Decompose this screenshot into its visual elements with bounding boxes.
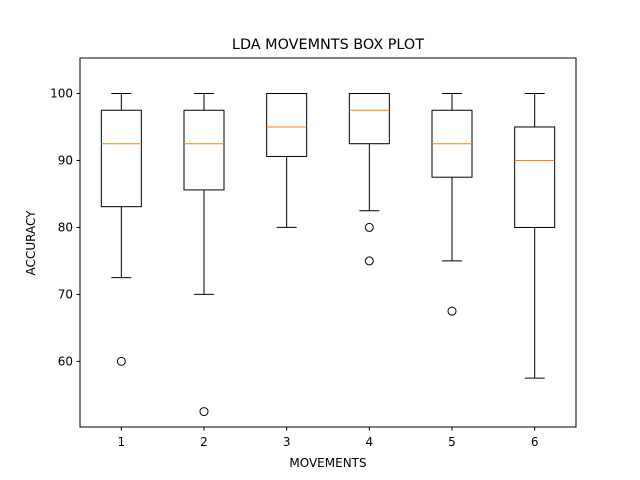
y-tick-label: 90 — [58, 153, 73, 167]
x-tick-label: 3 — [283, 435, 291, 449]
x-axis: 1 2 3 4 5 6 — [118, 427, 539, 449]
outlier-point — [364, 222, 374, 232]
y-axis: 60 70 80 90 100 — [50, 86, 80, 368]
x-tick-label: 4 — [366, 435, 374, 449]
plot-area — [79, 57, 577, 428]
box-group-2 — [183, 92, 225, 417]
box — [514, 126, 556, 228]
y-tick-label: 60 — [58, 354, 73, 368]
box-group-3 — [266, 92, 308, 228]
chart-title: LDA MOVEMNTS BOX PLOT — [232, 37, 424, 53]
box-group-5 — [431, 92, 473, 316]
outlier-point — [364, 256, 374, 266]
x-tick-label: 6 — [531, 435, 539, 449]
x-axis-label: MOVEMENTS — [289, 456, 366, 470]
y-tick-label: 70 — [58, 287, 73, 301]
y-axis-label: ACCURACY — [24, 210, 38, 276]
y-tick-label: 100 — [50, 86, 73, 100]
box — [266, 92, 308, 157]
x-tick-label: 5 — [448, 435, 456, 449]
plot-frame — [79, 57, 577, 428]
box-group-6 — [514, 92, 556, 379]
box — [100, 109, 142, 208]
box-group-4 — [348, 92, 390, 266]
y-tick-label: 80 — [58, 220, 73, 234]
box-group-1 — [100, 92, 142, 366]
outlier-point — [116, 356, 126, 366]
x-tick-label: 2 — [200, 435, 208, 449]
x-tick-label: 1 — [118, 435, 126, 449]
box — [348, 92, 390, 145]
outlier-point — [447, 306, 457, 316]
box — [183, 109, 225, 191]
outlier-point — [199, 407, 209, 417]
